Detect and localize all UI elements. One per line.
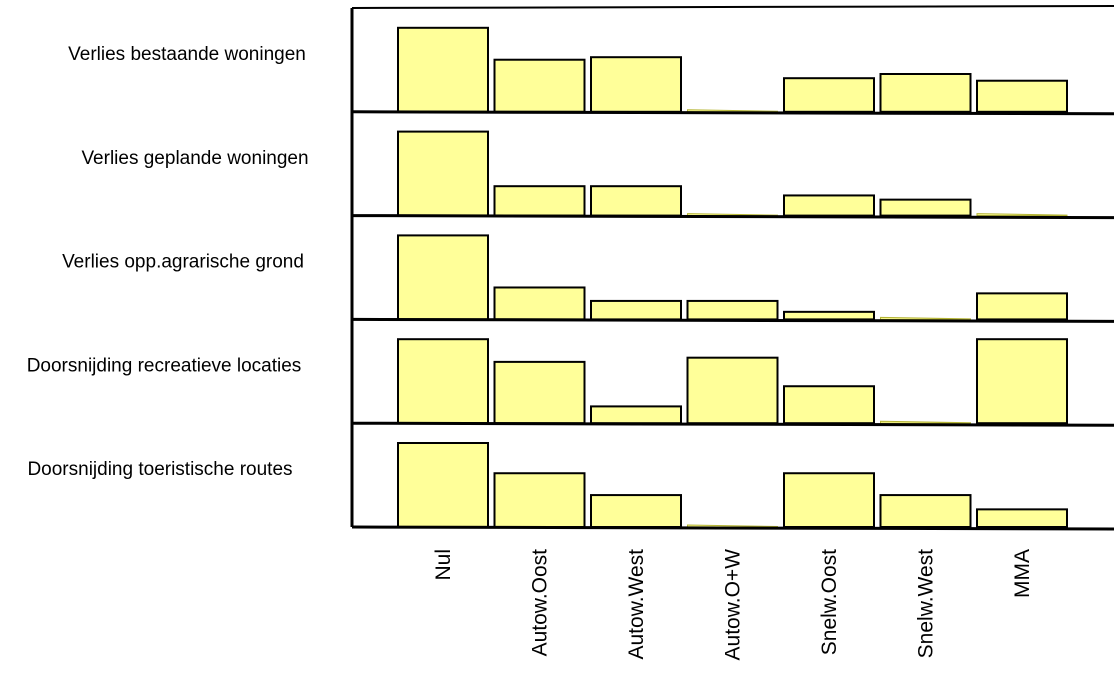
bar bbox=[783, 77, 875, 113]
bar bbox=[397, 26, 489, 113]
bar bbox=[397, 338, 489, 425]
row-label: Verlies bestaande woningen bbox=[68, 44, 306, 65]
row-baseline bbox=[351, 214, 1114, 220]
bar bbox=[493, 286, 586, 321]
category-label: Autow.O+W bbox=[722, 549, 745, 661]
bar bbox=[493, 58, 586, 113]
category-label: Snelw.Oost bbox=[818, 549, 841, 655]
bar bbox=[493, 185, 586, 217]
bars-layer bbox=[397, 26, 1068, 528]
row-label: Doorsnijding toeristische routes bbox=[27, 459, 292, 480]
row-baseline bbox=[351, 317, 1114, 323]
bar bbox=[880, 316, 971, 320]
bar bbox=[590, 299, 682, 321]
bar bbox=[879, 73, 972, 113]
bar bbox=[783, 310, 875, 321]
category-label: Nul bbox=[432, 549, 455, 581]
category-label: Autow.Oost bbox=[529, 549, 552, 657]
bar bbox=[397, 442, 489, 528]
category-label: Autow.West bbox=[625, 549, 648, 660]
panel-top-line bbox=[351, 5, 1114, 9]
bar bbox=[686, 299, 779, 321]
bar bbox=[976, 338, 1068, 425]
row-baseline bbox=[351, 421, 1114, 427]
row-label: Verlies geplande woningen bbox=[81, 148, 308, 169]
bar bbox=[397, 234, 489, 321]
bar bbox=[590, 494, 682, 528]
bar bbox=[783, 194, 875, 217]
row-baseline bbox=[351, 110, 1114, 116]
category-label: Snelw.West bbox=[915, 549, 938, 658]
bar bbox=[783, 472, 875, 528]
bar bbox=[397, 130, 489, 217]
bar bbox=[976, 213, 1068, 217]
bar bbox=[880, 420, 971, 424]
bar bbox=[686, 356, 779, 425]
bar bbox=[493, 360, 586, 425]
bar bbox=[879, 494, 972, 528]
bar bbox=[976, 79, 1068, 113]
row-baseline bbox=[351, 525, 1114, 531]
row-labels-layer: Verlies bestaande woningen Verlies geplan… bbox=[27, 44, 309, 480]
category-label: MMA bbox=[1011, 549, 1034, 598]
bar bbox=[783, 385, 875, 425]
axes-layer bbox=[350, 5, 1114, 531]
bar bbox=[976, 508, 1068, 528]
bar bbox=[590, 405, 682, 425]
bar bbox=[493, 472, 586, 528]
bar bbox=[590, 185, 682, 217]
row-label: Doorsnijding recreatieve locaties bbox=[27, 355, 302, 376]
bar bbox=[879, 198, 972, 217]
category-labels-layer: Nul Autow.Oost Autow.West Autow.O+W Snelw.Oo… bbox=[432, 549, 1034, 661]
bar bbox=[976, 292, 1068, 321]
bar bbox=[590, 56, 682, 113]
row-label: Verlies opp.agrarische grond bbox=[62, 252, 304, 273]
